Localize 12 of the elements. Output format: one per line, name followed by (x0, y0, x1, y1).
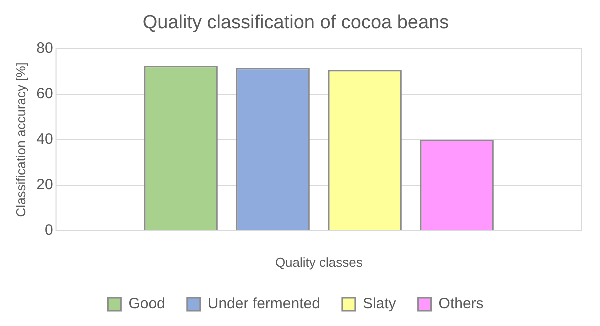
y-tick-label: 80 (36, 40, 54, 57)
legend-label: Good (128, 296, 166, 313)
legend-label: Slaty (362, 296, 397, 313)
x-axis-title: Quality classes (275, 254, 364, 270)
y-tick-label: 20 (36, 176, 54, 194)
y-axis-title: Classification accuracy [%] (13, 62, 28, 218)
legend-label: Under fermented (208, 296, 320, 313)
chart-title: Quality classification of cocoa beans (142, 12, 450, 34)
y-tick-label: 0 (44, 222, 54, 240)
legend-label: Others (438, 296, 484, 313)
y-tick-label: 60 (36, 85, 54, 102)
y-tick-label: 40 (36, 131, 54, 148)
